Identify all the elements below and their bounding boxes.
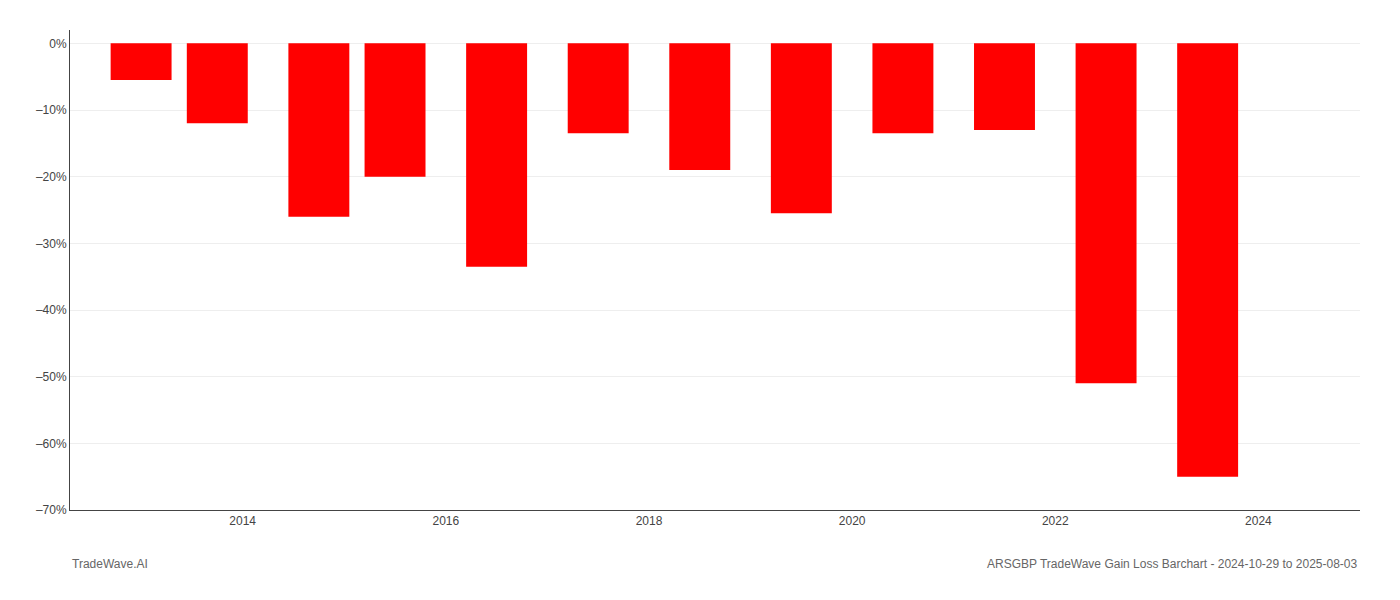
- svg-text:2022: 2022: [1042, 514, 1069, 528]
- svg-text:–20%: –20%: [36, 170, 67, 184]
- svg-text:–60%: –60%: [36, 437, 67, 451]
- svg-text:–30%: –30%: [36, 237, 67, 251]
- svg-text:2024: 2024: [1245, 514, 1272, 528]
- svg-text:2014: 2014: [229, 514, 256, 528]
- svg-text:2018: 2018: [636, 514, 663, 528]
- svg-text:0%: 0%: [49, 37, 67, 51]
- svg-text:2016: 2016: [432, 514, 459, 528]
- svg-text:–10%: –10%: [36, 103, 67, 117]
- svg-text:ARSGBP TradeWave Gain Loss Bar: ARSGBP TradeWave Gain Loss Barchart - 20…: [987, 557, 1358, 571]
- svg-text:–70%: –70%: [36, 503, 67, 517]
- svg-text:2020: 2020: [839, 514, 866, 528]
- svg-text:TradeWave.AI: TradeWave.AI: [72, 557, 148, 571]
- svg-text:–50%: –50%: [36, 370, 67, 384]
- svg-text:–40%: –40%: [36, 303, 67, 317]
